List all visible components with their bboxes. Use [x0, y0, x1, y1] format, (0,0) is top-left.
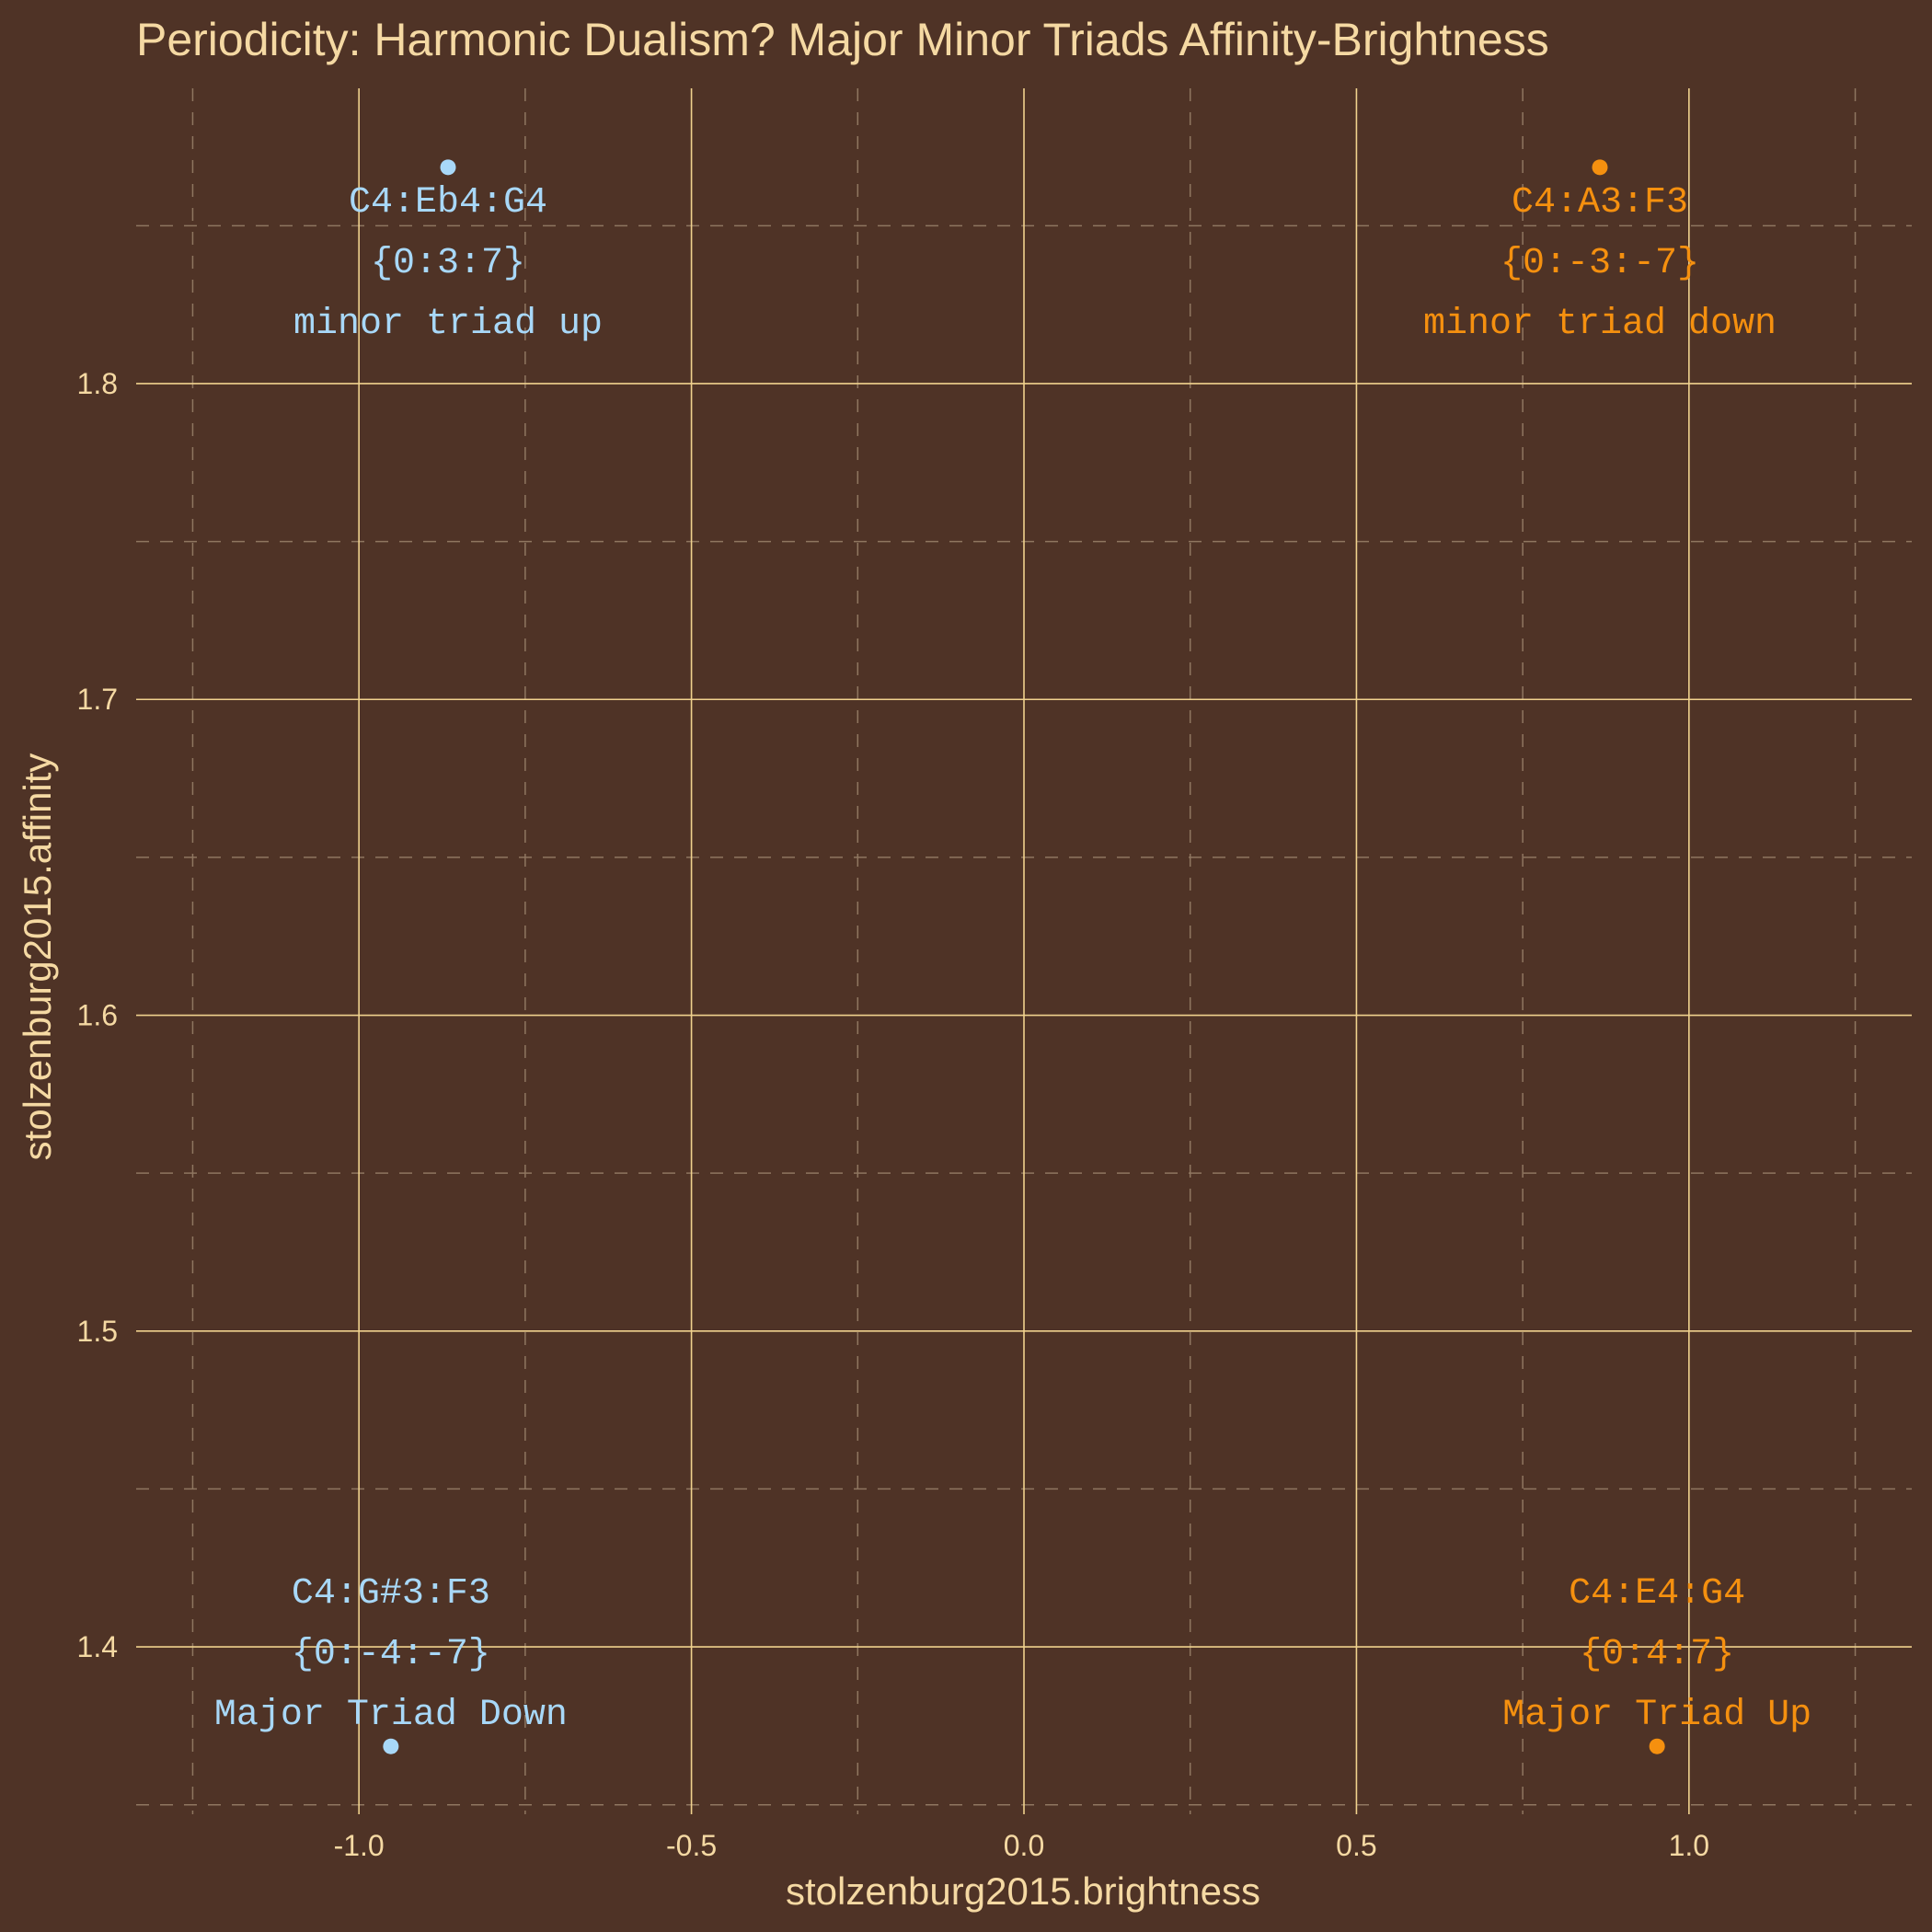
point-label-line: {0:-3:-7} — [1501, 243, 1699, 284]
x-tick-label: 1.0 — [1669, 1829, 1709, 1862]
data-point — [383, 1738, 399, 1754]
point-label-line: C4:G#3:F3 — [292, 1573, 490, 1615]
x-tick-label: 0.0 — [1004, 1829, 1044, 1862]
point-label-line: C4:A3:F3 — [1512, 182, 1688, 224]
y-tick-label: 1.4 — [77, 1630, 118, 1663]
point-label-line: {0:3:7} — [371, 243, 525, 284]
data-point — [440, 159, 456, 176]
point-label-line: minor triad down — [1423, 304, 1777, 345]
major-gridlines — [136, 88, 1912, 1814]
point-label-line: {0:-4:-7} — [292, 1634, 490, 1675]
point-label-line: minor triad up — [293, 304, 603, 345]
point-label-line: C4:Eb4:G4 — [349, 182, 547, 224]
x-tick-label: 0.5 — [1336, 1829, 1376, 1862]
point-label-line: C4:E4:G4 — [1569, 1573, 1745, 1615]
data-point — [1649, 1738, 1665, 1754]
y-tick-label: 1.5 — [77, 1315, 118, 1348]
point-labels: C4:Eb4:G4 {0:3:7} minor triad up C4:A3:F3 {0… — [214, 182, 1811, 1736]
y-tick-label: 1.6 — [77, 999, 118, 1032]
point-label-line: {0:4:7} — [1580, 1634, 1734, 1675]
chart-title: Periodicity: Harmonic Dualism? Major Min… — [136, 14, 1549, 65]
y-tick-label: 1.8 — [77, 367, 118, 400]
x-tick-label: -0.5 — [666, 1829, 717, 1862]
data-points — [383, 159, 1665, 1754]
x-tick-label: -1.0 — [334, 1829, 385, 1862]
y-tick-label: 1.7 — [77, 683, 118, 716]
y-axis-title: stolzenburg2015.affinity — [16, 753, 59, 1161]
point-label-line: Major Triad Down — [214, 1695, 568, 1736]
data-point — [1592, 159, 1608, 176]
x-axis-ticks: -1.0 -0.5 0.0 0.5 1.0 — [334, 1829, 1710, 1862]
x-axis-title: stolzenburg2015.brightness — [786, 1869, 1260, 1913]
y-axis-ticks: 1.4 1.5 1.6 1.7 1.8 — [77, 367, 118, 1663]
point-label-line: Major Triad Up — [1502, 1695, 1811, 1736]
